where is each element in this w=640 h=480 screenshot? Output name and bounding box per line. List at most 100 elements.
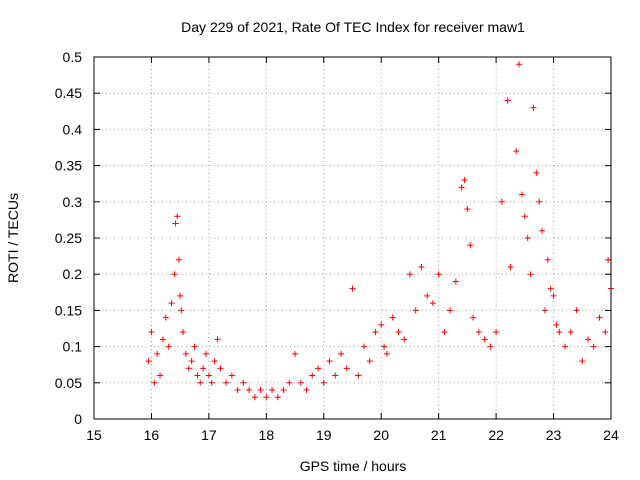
data-point [435, 271, 442, 278]
data-point [579, 358, 586, 365]
data-point [504, 97, 511, 104]
x-tick-label: 20 [373, 427, 389, 443]
data-point [573, 307, 580, 314]
data-point [205, 372, 212, 379]
data-point [223, 379, 230, 386]
y-tick-label: 0 [74, 411, 82, 427]
data-point [162, 314, 169, 321]
data-point [533, 169, 540, 176]
data-point [151, 379, 158, 386]
data-point [518, 191, 525, 198]
data-point [524, 235, 531, 241]
data-point [292, 350, 299, 357]
y-tick-label: 0.5 [63, 49, 83, 65]
data-point [475, 329, 482, 336]
data-point [240, 379, 247, 386]
data-point [498, 198, 505, 205]
data-point [544, 256, 551, 263]
data-point [157, 372, 164, 379]
x-tick-label: 18 [259, 427, 275, 443]
data-point [315, 365, 322, 372]
data-point [148, 329, 155, 336]
data-point [401, 336, 408, 343]
data-point [567, 329, 574, 336]
data-point [424, 292, 431, 299]
data-point [165, 343, 172, 350]
y-tick-label: 0.2 [63, 266, 83, 282]
data-point [326, 358, 333, 365]
data-point [174, 213, 181, 220]
data-point [188, 358, 195, 365]
data-point [553, 321, 560, 328]
data-point [395, 329, 402, 336]
data-point [467, 242, 474, 249]
data-point [185, 365, 192, 372]
y-tick-label: 0.25 [55, 230, 82, 246]
data-point [217, 365, 224, 372]
data-point [154, 350, 161, 357]
data-point [360, 343, 367, 350]
data-point [180, 329, 187, 336]
data-point [234, 387, 241, 394]
data-point [536, 198, 543, 205]
data-point [338, 350, 345, 357]
data-point [332, 372, 339, 379]
data-point [203, 350, 210, 357]
data-point [343, 365, 350, 372]
x-tick-label: 22 [488, 427, 504, 443]
data-point [177, 292, 184, 299]
data-point [521, 213, 528, 220]
y-tick-label: 0.35 [55, 158, 82, 174]
chart-title: Day 229 of 2021, Rate Of TEC Index for r… [181, 19, 525, 35]
data-point [246, 387, 253, 394]
data-point [527, 271, 534, 278]
data-point [320, 379, 327, 386]
data-point [355, 372, 362, 379]
data-point [191, 343, 198, 350]
data-point [447, 307, 454, 314]
data-point [470, 314, 477, 321]
data-point [194, 372, 201, 379]
data-point [507, 263, 514, 270]
data-point [214, 336, 221, 343]
data-point [172, 220, 179, 227]
data-point [412, 307, 419, 314]
data-point [429, 300, 436, 307]
data-point [366, 358, 373, 365]
data-point [286, 379, 293, 386]
x-tick-label: 21 [431, 427, 447, 443]
y-tick-label: 0.3 [63, 194, 83, 210]
data-point [309, 372, 316, 379]
data-point [297, 379, 304, 386]
data-point [280, 387, 287, 394]
data-point [481, 336, 488, 343]
data-point [251, 394, 258, 401]
data-point [269, 387, 276, 394]
data-point [383, 350, 390, 357]
data-point [228, 372, 235, 379]
data-point [541, 307, 548, 314]
x-tick-label: 19 [316, 427, 332, 443]
y-tick-label: 0.45 [55, 85, 82, 101]
x-axis-title: GPS time / hours [300, 458, 407, 474]
data-point [418, 263, 425, 270]
x-tick-label: 15 [86, 427, 102, 443]
data-point [389, 314, 396, 321]
data-point [303, 387, 310, 394]
y-tick-label: 0.05 [55, 375, 82, 391]
data-point [263, 394, 270, 401]
data-point [176, 256, 183, 263]
data-point [178, 307, 185, 314]
data-point [590, 343, 597, 350]
data-point [530, 104, 537, 111]
plot-frame [93, 56, 612, 420]
data-point [585, 336, 592, 343]
data-point [464, 206, 471, 213]
data-point [461, 177, 468, 184]
data-point [197, 379, 204, 386]
data-point [381, 343, 388, 350]
data-point [562, 343, 569, 350]
x-tick-label: 17 [201, 427, 217, 443]
x-axis: 15 16 17 18 19 20 21 22 23 24 [86, 57, 619, 443]
